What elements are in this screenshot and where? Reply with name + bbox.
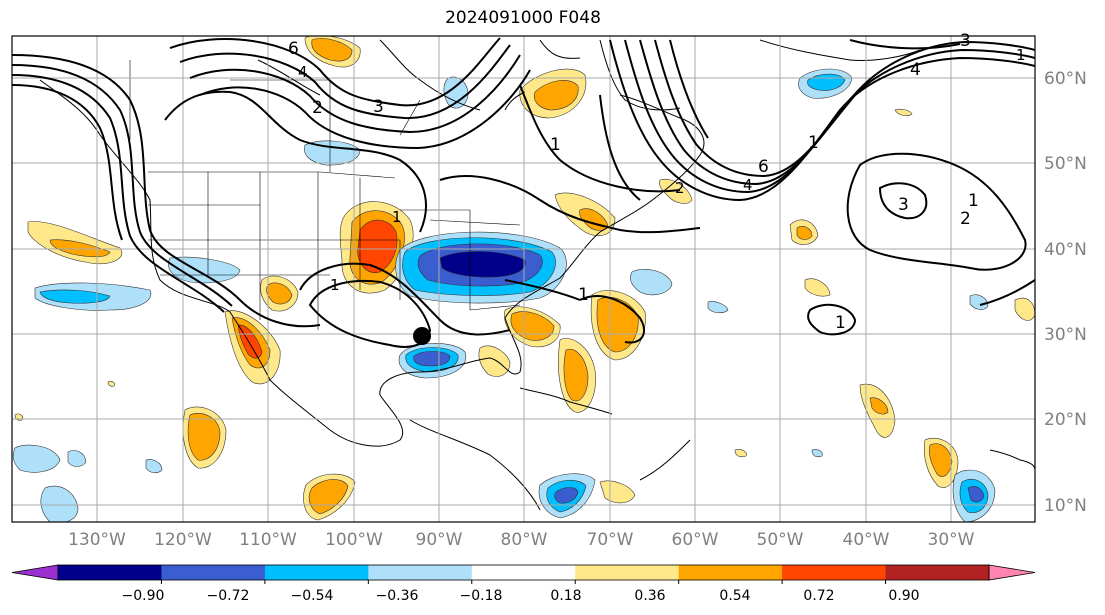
- lon-label: 130°W: [68, 530, 126, 550]
- lon-label: 60°W: [672, 530, 719, 550]
- contour-label: 3: [898, 195, 909, 215]
- contour-label: 1: [578, 285, 589, 305]
- contour-label: 4: [298, 63, 308, 81]
- contour-label: 2: [960, 209, 971, 229]
- contour-label: 1: [808, 133, 819, 153]
- latitude-labels: 60°N 50°N 40°N 30°N 20°N 10°N: [1044, 69, 1087, 516]
- contour-label: 3: [960, 31, 971, 51]
- colorbar-tick-label: −0.72: [207, 588, 250, 604]
- lon-label: 40°W: [843, 530, 890, 550]
- colorbar-tick-labels: −0.90 −0.72 −0.54 −0.36 −0.18 0.18 0.36 …: [122, 588, 920, 604]
- lon-label: 30°W: [928, 530, 975, 550]
- colorbar-tick-label: −0.54: [291, 588, 334, 604]
- colorbar-segment: [782, 565, 887, 580]
- contour-label: 4: [743, 176, 753, 194]
- storm-center-dot: [413, 327, 431, 345]
- lat-label: 30°N: [1044, 325, 1087, 345]
- colorbar-tick-label: 0.36: [634, 588, 665, 604]
- lon-label: 50°W: [757, 530, 804, 550]
- colorbar-tick-label: −0.90: [122, 588, 165, 604]
- contour-label: 2: [312, 98, 323, 118]
- contour-label: 6: [288, 39, 299, 59]
- lon-label: 100°W: [325, 530, 383, 550]
- colorbar: [11, 564, 1036, 584]
- lat-label: 40°N: [1044, 240, 1087, 260]
- lon-label: 120°W: [154, 530, 212, 550]
- contour-labels: 6 4 2 3 1 1 1 6 4 2 1 1 3 2 1 1 3 4 1: [288, 31, 1026, 333]
- lon-label: 80°W: [501, 530, 548, 550]
- lon-label: 70°W: [587, 530, 634, 550]
- longitude-labels: 130°W 120°W 110°W 100°W 90°W 80°W 70°W 6…: [68, 530, 975, 550]
- colorbar-segment: [58, 565, 162, 580]
- lon-label: 110°W: [239, 530, 297, 550]
- lat-label: 20°N: [1044, 410, 1087, 430]
- colorbar-tick-label: −0.36: [376, 588, 419, 604]
- lat-label: 60°N: [1044, 69, 1087, 89]
- contour-label: 2: [675, 179, 685, 197]
- contour-label: 1: [835, 313, 846, 333]
- colorbar-segment: [885, 565, 990, 580]
- contour-label: 1: [968, 191, 979, 211]
- colorbar-segment: [161, 565, 266, 580]
- lat-label: 10°N: [1044, 496, 1087, 516]
- lon-label: 90°W: [416, 530, 463, 550]
- graticule: [12, 36, 1035, 522]
- colorbar-tick-label: −0.18: [460, 588, 503, 604]
- contour-label: 4: [910, 60, 921, 80]
- colorbar-segment: [368, 565, 473, 580]
- colorbar-segment: [471, 565, 576, 580]
- map-title: 2024091000 F048: [445, 8, 601, 28]
- colorbar-segment: [575, 565, 680, 580]
- colorbar-tick-label: 0.54: [719, 588, 750, 604]
- contour-label: 3: [373, 97, 384, 117]
- lat-label: 50°N: [1044, 154, 1087, 174]
- colorbar-tick-label: 0.90: [888, 588, 919, 604]
- contour-label: 1: [330, 276, 340, 294]
- height-contours: [12, 37, 1035, 348]
- contour-label: 1: [1016, 46, 1026, 64]
- colorbar-tick-label: 0.18: [550, 588, 581, 604]
- colorbar-extend-high: [988, 564, 1036, 581]
- colorbar-extend-low: [11, 564, 59, 581]
- colorbar-segment: [264, 565, 369, 580]
- contour-label: 1: [392, 208, 402, 226]
- contour-label: 1: [550, 135, 561, 155]
- colorbar-tick-label: 0.72: [803, 588, 834, 604]
- map-frame: [11, 35, 1036, 523]
- contour-label: 6: [758, 157, 769, 177]
- colorbar-segment: [678, 565, 783, 580]
- colorbar-frame: [57, 564, 990, 581]
